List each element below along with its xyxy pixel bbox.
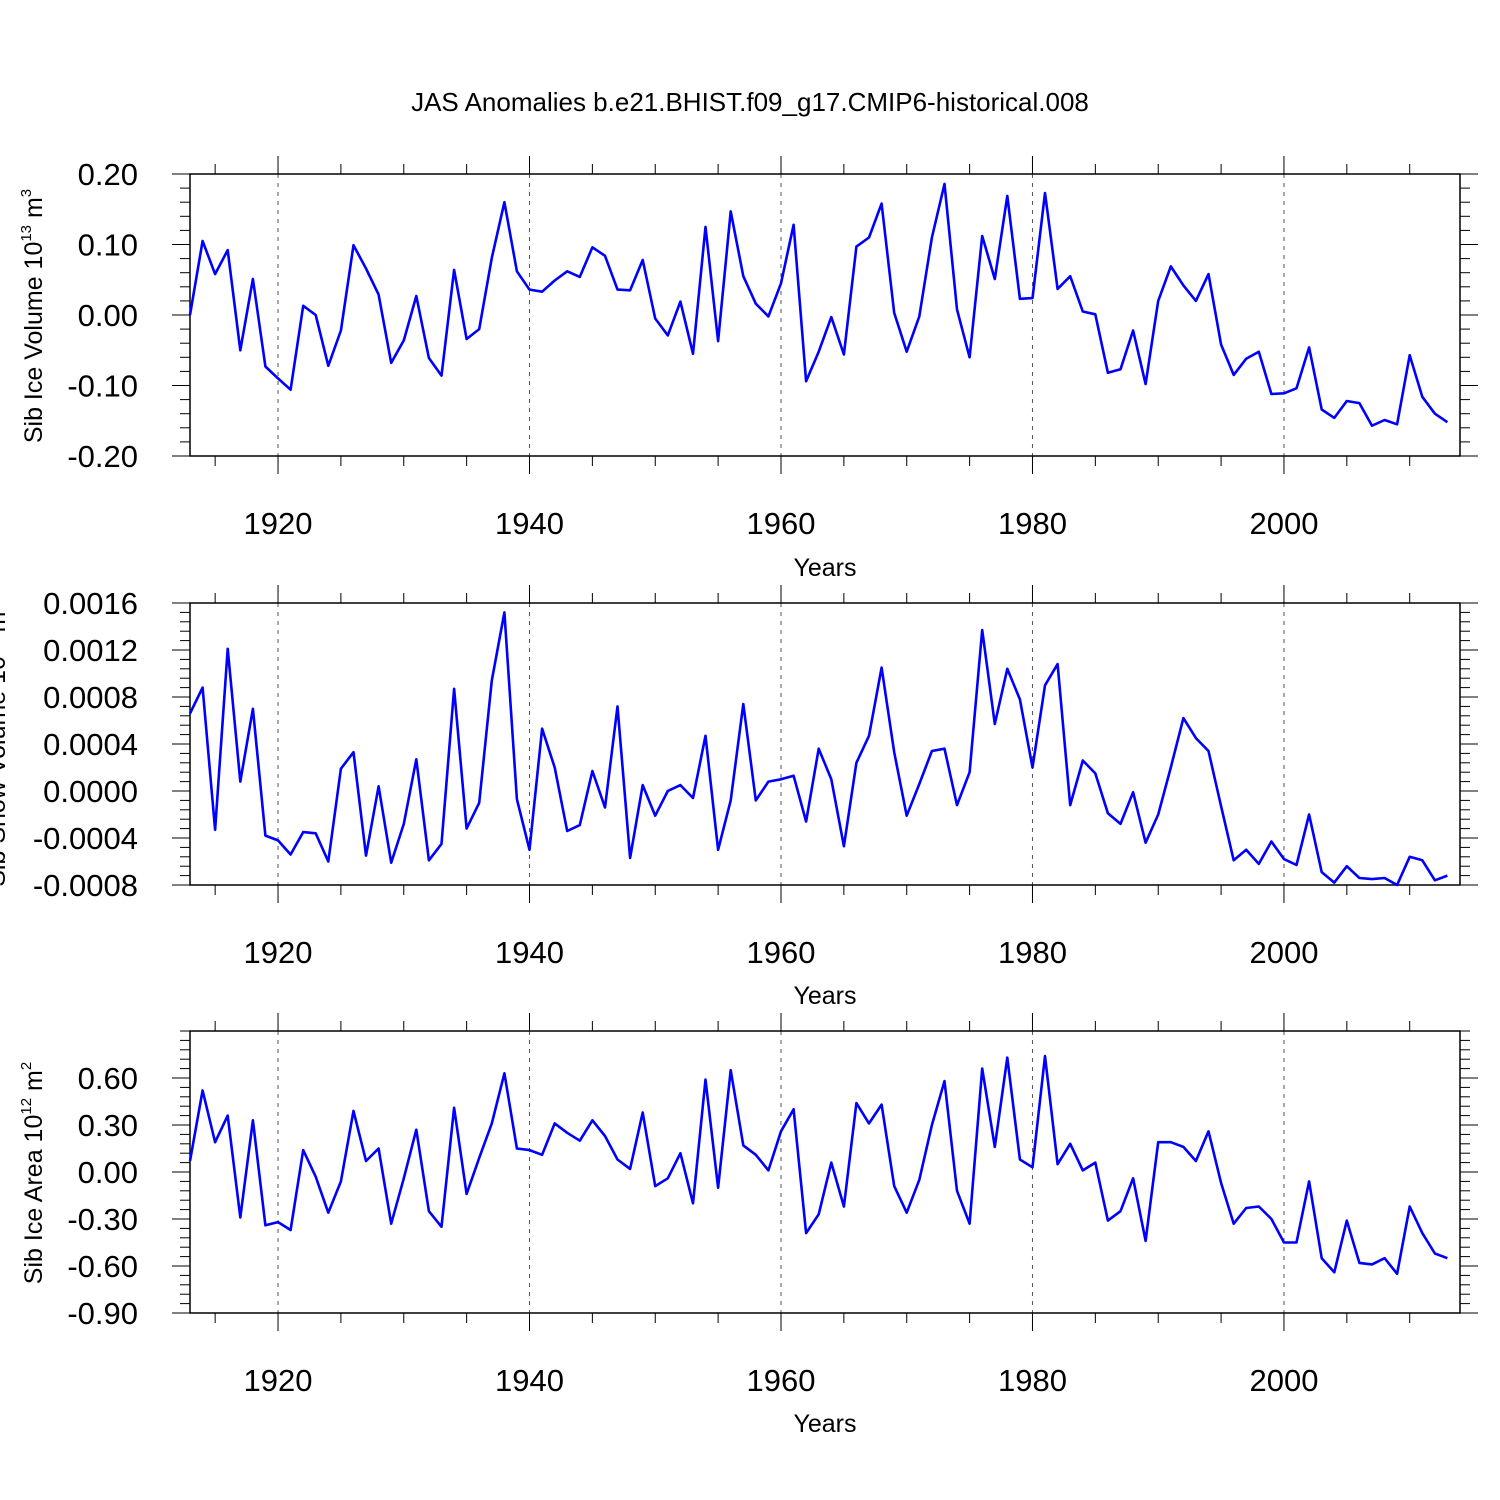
x-tick-label: 1920	[244, 506, 313, 541]
panel-snow-volume: Sib Snow Volume 1013 m3 Years -0.0008 -0.…	[0, 585, 1478, 1010]
x-tick-label: 1920	[244, 1363, 313, 1398]
y-tick-label: -0.30	[67, 1202, 138, 1237]
x-tick-label: 1980	[998, 506, 1067, 541]
y-tick-label: 0.00	[78, 298, 138, 333]
y-tick-label: 0.20	[78, 157, 138, 192]
y-tick-label: 0.0004	[43, 727, 138, 762]
y-tick-label: 0.10	[78, 228, 138, 263]
x-axis-label: Years	[793, 982, 856, 1010]
y-axis-label: Sib Ice Volume 1013 m3	[18, 189, 48, 443]
x-tick-label: 2000	[1249, 935, 1318, 970]
chart-title: JAS Anomalies b.e21.BHIST.f09_g17.CMIP6-…	[411, 87, 1089, 117]
x-tick-label: 2000	[1249, 1363, 1318, 1398]
x-axis-label: Years	[793, 554, 856, 582]
y-tick-label: -0.0004	[33, 821, 138, 856]
x-tick-label: 1920	[244, 935, 313, 970]
plot-frame	[189, 1030, 1461, 1314]
y-tick-label: 0.0012	[43, 633, 138, 668]
y-tick-label: 0.0016	[43, 586, 138, 621]
x-tick-label: 1940	[495, 506, 564, 541]
y-tick-label: -0.60	[67, 1249, 138, 1284]
panel-ice-area: Sib Ice Area 1012 m2 Years -0.90 -0.60 -0.…	[18, 1013, 1478, 1438]
x-tick-label: 1960	[747, 935, 816, 970]
y-tick-label: -0.90	[67, 1296, 138, 1331]
y-tick-label: 0.0008	[43, 680, 138, 715]
x-tick-label: 1980	[998, 1363, 1067, 1398]
series-line-sib-snow-volume	[188, 611, 1448, 887]
y-tick-label: -0.20	[67, 439, 138, 474]
y-tick-label: -0.10	[67, 369, 138, 404]
y-tick-label: -0.0008	[33, 868, 138, 903]
y-tick-label: 0.30	[78, 1108, 138, 1143]
x-axis-label: Years	[793, 1410, 856, 1438]
plot-frame	[189, 602, 1461, 886]
x-tick-label: 2000	[1249, 506, 1318, 541]
series-line-sib-ice-volume	[188, 182, 1449, 428]
series-line-sib-ice-area	[188, 1054, 1448, 1276]
y-axis-label: Sib Ice Area 1012 m2	[18, 1062, 48, 1284]
x-tick-label: 1940	[495, 1363, 564, 1398]
x-tick-label: 1980	[998, 935, 1067, 970]
y-axis-label: Sib Snow Volume 1013 m3	[0, 603, 11, 887]
y-tick-label: 0.00	[78, 1155, 138, 1190]
plot-frame	[189, 173, 1461, 457]
panel-ice-volume: Sib Ice Volume 1013 m3 Years -0.20 -0.10 0…	[18, 156, 1478, 582]
x-tick-label: 1940	[495, 935, 564, 970]
x-tick-label: 1960	[747, 1363, 816, 1398]
y-tick-label: 0.60	[78, 1061, 138, 1096]
x-tick-label: 1960	[747, 506, 816, 541]
y-tick-label: 0.0000	[43, 774, 138, 809]
